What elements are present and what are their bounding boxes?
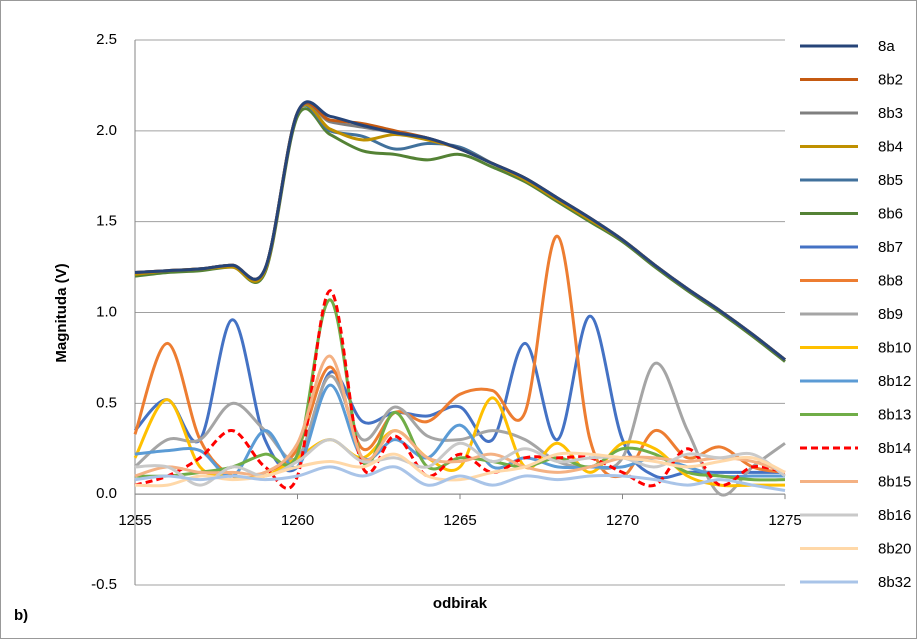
legend-label: 8b2 — [878, 71, 903, 88]
x-tick-label: 1270 — [606, 512, 639, 529]
x-axis-label: odbirak — [433, 595, 488, 612]
y-tick-label: 0.0 — [96, 485, 117, 502]
y-tick-label: -0.5 — [91, 576, 117, 593]
y-tick-label: 0.5 — [96, 394, 117, 411]
legend-label: 8b16 — [878, 507, 911, 524]
legend-label: 8a — [878, 38, 895, 55]
legend-label: 8b7 — [878, 239, 903, 256]
y-tick-label: 2.5 — [96, 31, 117, 48]
legend-label: 8b14 — [878, 440, 911, 457]
x-tick-label: 1260 — [281, 512, 314, 529]
legend-label: 8b3 — [878, 105, 903, 122]
series-line — [134, 465, 786, 493]
panel-label: b) — [14, 607, 28, 624]
legend-label: 8b20 — [878, 540, 911, 557]
y-axis-label: Magnituda (V) — [53, 263, 70, 362]
legend-label: 8b32 — [878, 574, 911, 591]
legend-label: 8b5 — [878, 172, 903, 189]
y-tick-label: 1.0 — [96, 303, 117, 320]
x-tick-label: 1265 — [443, 512, 476, 529]
series-line — [134, 361, 786, 497]
series-line — [133, 314, 785, 480]
legend-label: 8b6 — [878, 205, 903, 222]
legend-label: 8b8 — [878, 272, 903, 289]
legend-label: 8b12 — [878, 373, 911, 390]
series-line — [134, 100, 786, 361]
x-tick-label: 1255 — [118, 512, 151, 529]
legend-label: 8b15 — [878, 473, 911, 490]
legend-label: 8b4 — [878, 138, 903, 155]
y-tick-label: 1.5 — [96, 213, 117, 230]
x-tick-label: 1275 — [768, 512, 801, 529]
y-tick-label: 2.0 — [96, 122, 117, 139]
legend-label: 8b9 — [878, 306, 903, 323]
series-line — [134, 438, 786, 487]
series-line — [134, 451, 786, 488]
legend-label: 8b13 — [878, 406, 911, 423]
legend-label: 8b10 — [878, 339, 911, 356]
